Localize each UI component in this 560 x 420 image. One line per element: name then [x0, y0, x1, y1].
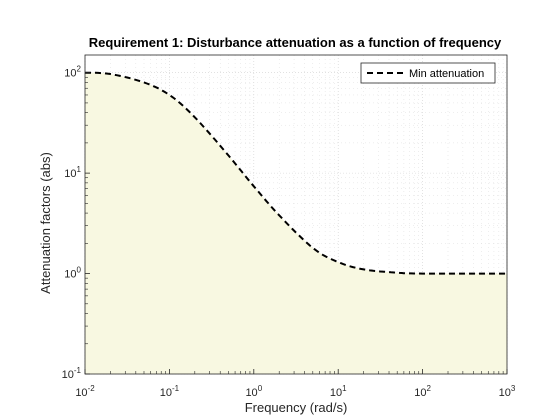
y-tick-label: 101	[64, 165, 81, 180]
x-tick-label: 102	[414, 384, 431, 399]
series-line-min-attenuation	[85, 71, 507, 275]
x-axis-label: Frequency (rad/s)	[245, 400, 348, 415]
legend-label: Min attenuation	[409, 68, 484, 80]
shaded-region	[85, 72, 507, 374]
chart-title: Requirement 1: Disturbance attenuation a…	[89, 35, 502, 50]
x-tick-label: 10-1	[160, 384, 180, 399]
ticks: 10-2 10-1 100 101 102 103 10-1 100 101 102	[62, 65, 516, 399]
x-tick-label: 100	[245, 384, 262, 399]
series-layer	[85, 71, 507, 275]
x-tick-label: 101	[330, 384, 347, 399]
x-tick-label: 10-2	[75, 384, 95, 399]
legend: Min attenuation	[360, 62, 496, 84]
y-tick-label: 102	[64, 65, 81, 80]
y-tick-label: 10-1	[62, 366, 82, 381]
y-tick-label: 100	[64, 266, 81, 281]
plot-area: 10-2 10-1 100 101 102 103 10-1 100 101 102	[62, 54, 516, 399]
y-axis-label: Attenuation factors (abs)	[38, 152, 53, 294]
x-tick-label: 103	[499, 384, 516, 399]
legend-box	[360, 62, 496, 84]
axes-box	[84, 54, 508, 375]
